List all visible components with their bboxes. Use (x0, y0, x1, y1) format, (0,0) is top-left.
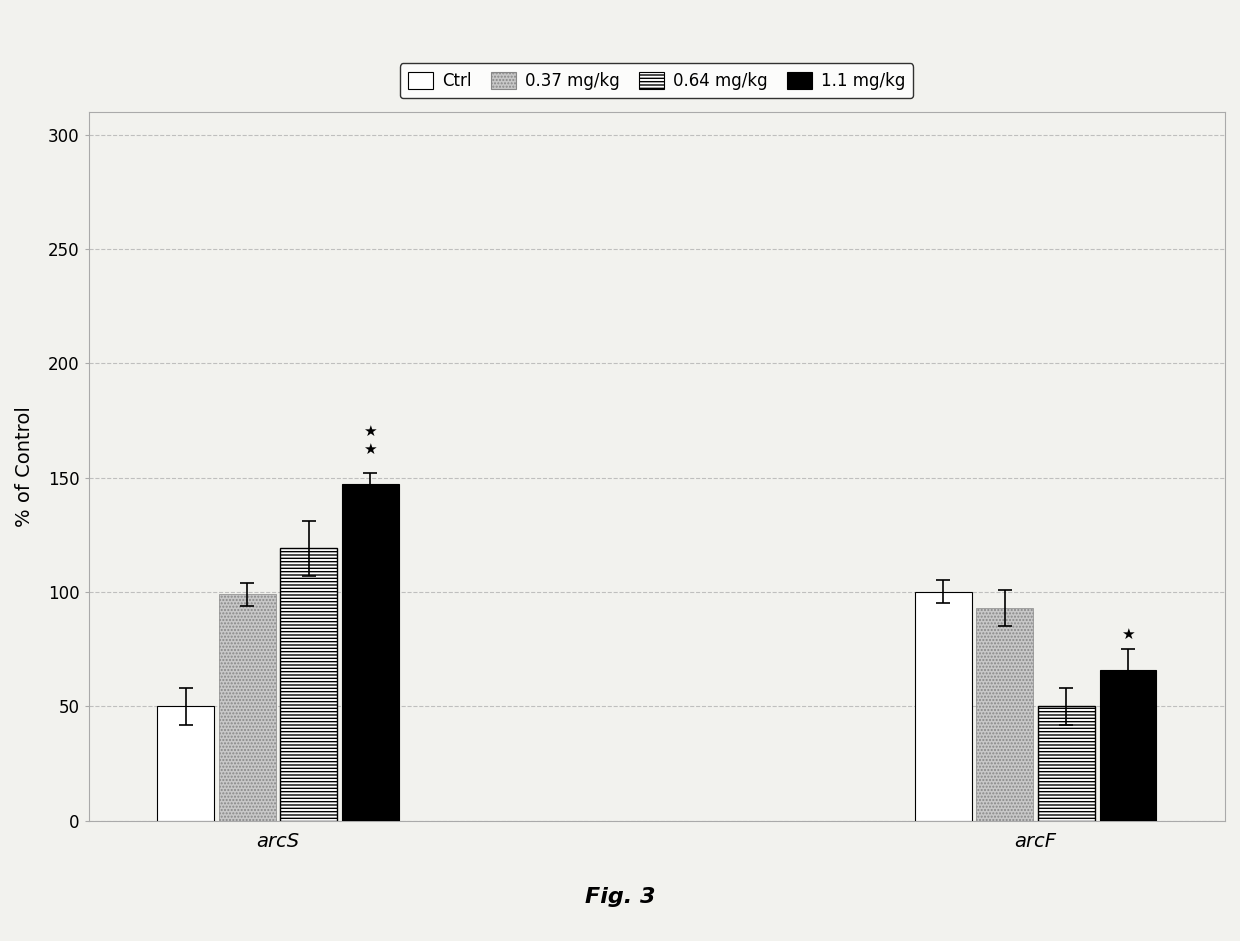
Bar (915, 592, 972, 821)
Text: ★: ★ (363, 442, 377, 457)
Bar (976, 608, 1033, 821)
Y-axis label: % of Control: % of Control (15, 406, 33, 527)
Text: Fig. 3: Fig. 3 (585, 887, 655, 907)
Bar (218, 594, 275, 821)
Text: ★: ★ (363, 423, 377, 439)
Text: ★: ★ (1121, 628, 1135, 643)
Legend: Ctrl, 0.37 mg/kg, 0.64 mg/kg, 1.1 mg/kg: Ctrl, 0.37 mg/kg, 0.64 mg/kg, 1.1 mg/kg (401, 63, 914, 98)
Bar (1100, 670, 1157, 821)
Bar (342, 485, 399, 821)
Bar (280, 549, 337, 821)
Bar (157, 707, 215, 821)
Bar (1038, 707, 1095, 821)
